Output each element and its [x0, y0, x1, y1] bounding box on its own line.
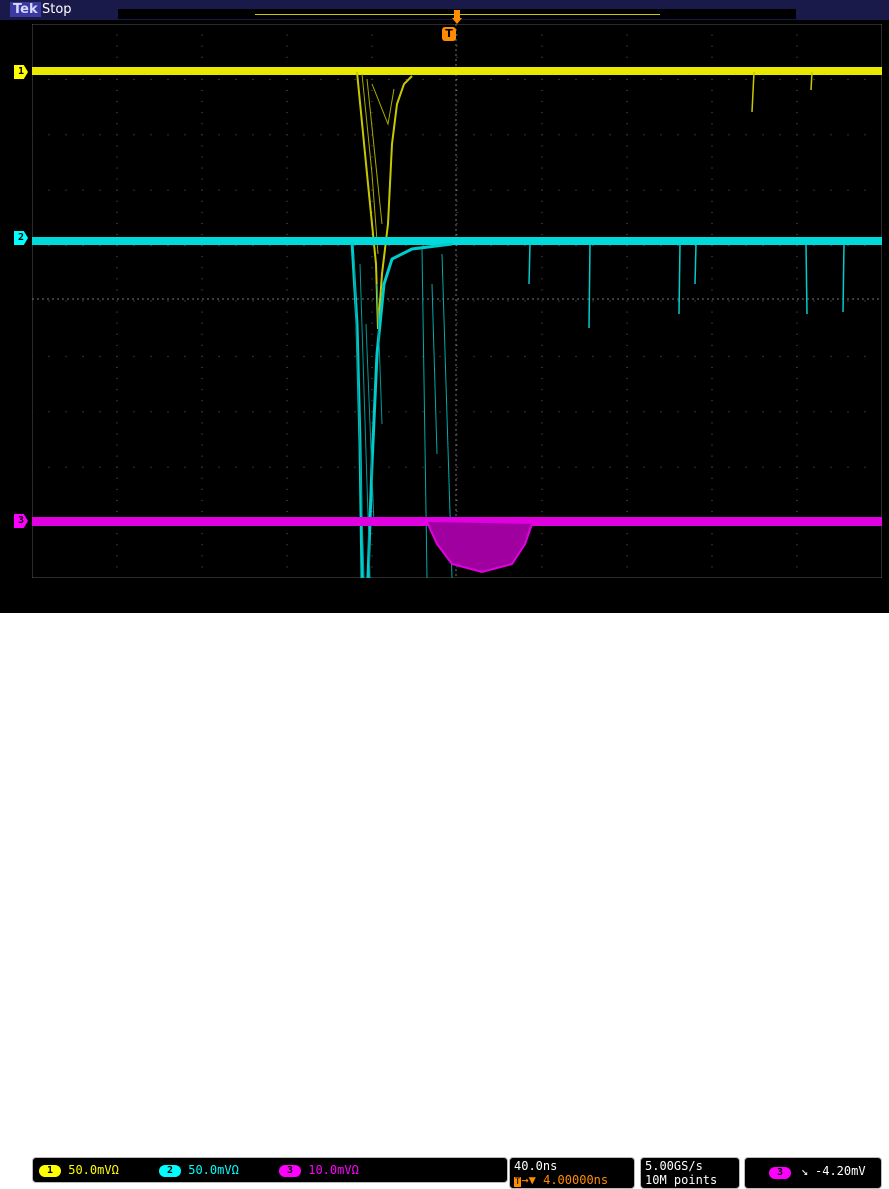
channel-3-waveform	[32, 517, 882, 574]
run-state-label: Stop	[42, 2, 72, 17]
trigger-position-icon	[452, 10, 462, 24]
channel-1-marker[interactable]: 1	[14, 65, 28, 79]
channel-3-marker[interactable]: 3	[14, 514, 28, 528]
brand-logo: Tek	[10, 2, 41, 17]
acquisition-settings-readout[interactable]: 5.00GS/s 10M points	[640, 1157, 740, 1189]
trigger-level: -4.20mV	[815, 1164, 866, 1178]
sample-rate: 5.00GS/s	[645, 1159, 703, 1173]
channel-2-marker[interactable]: 2	[14, 231, 28, 245]
status-bar: Tek Stop	[0, 0, 889, 24]
time-per-div: 40.0ns	[514, 1159, 558, 1173]
trigger-position-readout: T→▼ 4.00000ns	[514, 1173, 609, 1187]
trigger-t-icon: T	[514, 1177, 522, 1187]
vertical-settings-readout[interactable]: 1 50.0mVΩ 2 50.0mVΩ 3 10.0mVΩ	[32, 1157, 508, 1183]
trigger-slope-icon: ↘	[801, 1164, 809, 1178]
trigger-arrow-icon: →▼	[521, 1173, 536, 1187]
settings-bar: 1 50.0mVΩ 2 50.0mVΩ 3 10.0mVΩ 40.0ns T→▼…	[0, 578, 889, 1189]
waveform-graticule	[32, 24, 882, 578]
trigger-settings-readout[interactable]: 3 ↘ -4.20mV	[744, 1157, 882, 1189]
channel-1-scale[interactable]: 1 50.0mVΩ	[39, 1163, 119, 1177]
channel-1-waveform	[32, 67, 882, 330]
channel-2-scale[interactable]: 2 50.0mVΩ	[159, 1163, 239, 1177]
trigger-marker-icon: T	[442, 27, 456, 41]
channel-3-scale[interactable]: 3 10.0mVΩ	[279, 1163, 359, 1177]
record-length: 10M points	[645, 1173, 718, 1187]
horizontal-settings-readout[interactable]: 40.0ns T→▼ 4.00000ns	[509, 1157, 635, 1189]
trigger-source: 3	[769, 1165, 791, 1179]
